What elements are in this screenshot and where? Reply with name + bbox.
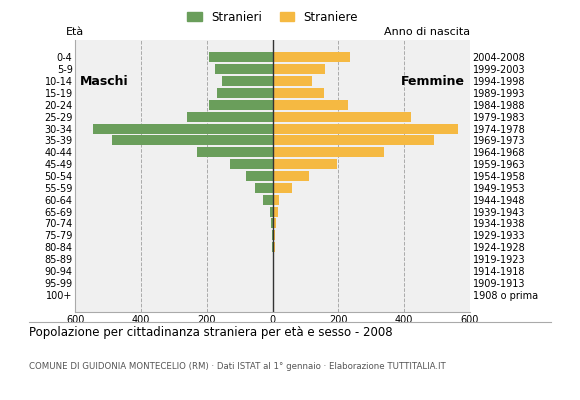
Bar: [273, 64, 325, 74]
Legend: Stranieri, Straniere: Stranieri, Straniere: [183, 6, 362, 28]
Bar: [271, 218, 273, 228]
Text: Popolazione per cittadinanza straniera per età e sesso - 2008: Popolazione per cittadinanza straniera p…: [29, 326, 393, 339]
Bar: [215, 64, 273, 74]
Bar: [273, 183, 292, 193]
Bar: [273, 171, 309, 181]
Bar: [272, 230, 273, 240]
Bar: [273, 206, 278, 217]
Text: Età: Età: [66, 27, 85, 37]
Text: Maschi: Maschi: [80, 75, 129, 88]
Bar: [273, 230, 275, 240]
Bar: [273, 266, 274, 276]
Bar: [273, 76, 312, 86]
Bar: [230, 159, 273, 169]
Bar: [273, 147, 385, 157]
Bar: [272, 242, 273, 252]
Bar: [222, 76, 273, 86]
Bar: [255, 183, 273, 193]
Bar: [273, 124, 458, 134]
Bar: [209, 100, 273, 110]
Bar: [270, 206, 273, 217]
Bar: [273, 242, 274, 252]
Bar: [273, 195, 279, 205]
Bar: [273, 254, 274, 264]
Bar: [197, 147, 273, 157]
Bar: [111, 135, 273, 146]
Text: Femmine: Femmine: [401, 75, 465, 88]
Text: COMUNE DI GUIDONIA MONTECELIO (RM) · Dati ISTAT al 1° gennaio · Elaborazione TUT: COMUNE DI GUIDONIA MONTECELIO (RM) · Dat…: [29, 362, 446, 371]
Bar: [273, 218, 276, 228]
Bar: [273, 100, 348, 110]
Bar: [273, 52, 350, 62]
Bar: [246, 171, 273, 181]
Bar: [273, 112, 411, 122]
Text: Anno di nascita: Anno di nascita: [384, 27, 470, 37]
Bar: [273, 135, 434, 146]
Bar: [93, 124, 273, 134]
Bar: [217, 88, 273, 98]
Bar: [263, 195, 273, 205]
Bar: [209, 52, 273, 62]
Bar: [273, 88, 324, 98]
Bar: [187, 112, 273, 122]
Bar: [273, 159, 337, 169]
